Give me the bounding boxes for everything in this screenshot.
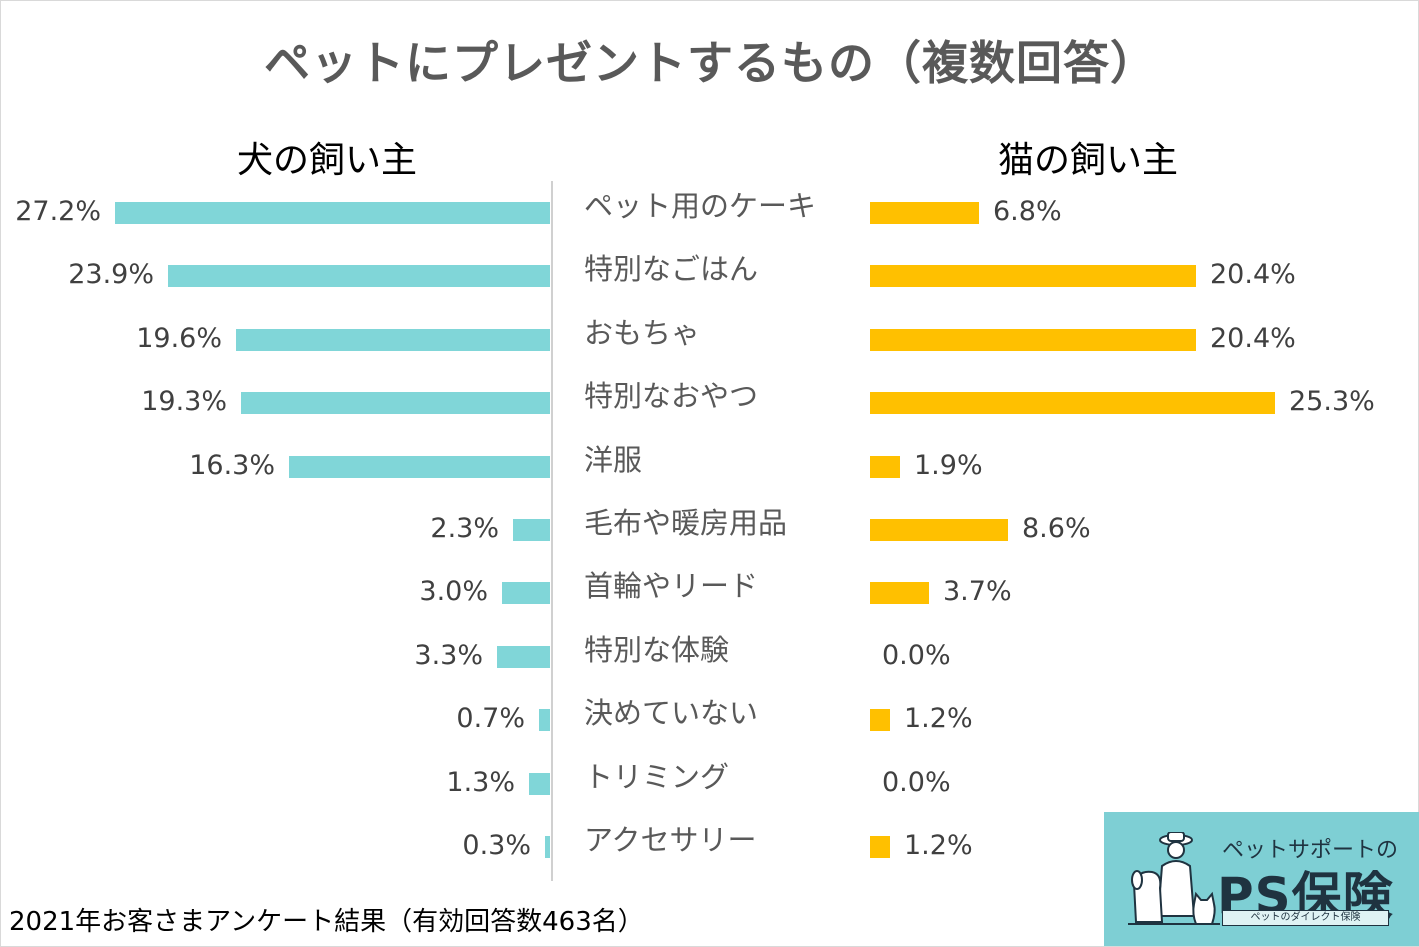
cat-bar — [870, 456, 900, 478]
dog-bar — [539, 709, 550, 731]
dog-value-label: 3.0% — [419, 576, 488, 607]
cat-bar — [870, 392, 1275, 414]
category-label: おもちゃ — [584, 316, 701, 350]
category-label: 特別な体験 — [584, 633, 730, 667]
dog-value-label: 19.3% — [141, 386, 227, 417]
legend-cat-owners: 猫の飼い主 — [998, 140, 1179, 181]
dog-value-label: 16.3% — [189, 450, 275, 481]
category-label: 首輪やリード — [584, 569, 759, 603]
dog-bar — [529, 773, 550, 795]
cat-bar — [870, 836, 890, 858]
dog-value-label: 27.2% — [15, 196, 101, 227]
survey-footnote: 2021年お客さまアンケート結果（有効回答数463名） — [9, 907, 644, 937]
center-axis-line — [551, 181, 553, 881]
dog-bar — [502, 582, 550, 604]
dog-bar — [513, 519, 550, 541]
category-label: 洋服 — [584, 443, 643, 477]
logo-subtitle: ペットサポートの — [1222, 838, 1399, 863]
cat-value-label: 0.0% — [882, 767, 951, 798]
category-label: 特別なごはん — [584, 252, 759, 286]
dog-bar — [115, 202, 550, 224]
dog-bar — [497, 646, 550, 668]
category-label: 特別なおやつ — [584, 379, 759, 413]
dog-value-label: 3.3% — [414, 640, 483, 671]
category-label: アクセサリー — [584, 823, 757, 857]
cat-bar — [870, 329, 1196, 351]
category-label: トリミング — [584, 760, 730, 794]
legend-dog-owners: 犬の飼い主 — [237, 140, 418, 181]
dog-bar — [241, 392, 550, 414]
category-label: ペット用のケーキ — [584, 189, 817, 223]
cat-bar — [870, 582, 929, 604]
ps-insurance-logo: ペットサポートの PS保険 ペットのダイレクト保険 — [1104, 812, 1419, 946]
dog-value-label: 2.3% — [430, 513, 499, 544]
cat-value-label: 25.3% — [1289, 386, 1375, 417]
dog-value-label: 19.6% — [136, 323, 222, 354]
cat-value-label: 1.2% — [904, 830, 973, 861]
cat-value-label: 6.8% — [993, 196, 1062, 227]
cat-bar — [870, 265, 1196, 287]
cat-value-label: 1.2% — [904, 703, 973, 734]
dog-bar — [289, 456, 550, 478]
cat-value-label: 0.0% — [882, 640, 951, 671]
logo-tagline: ペットのダイレクト保険 — [1222, 910, 1389, 926]
dog-bar — [545, 836, 550, 858]
cat-bar — [870, 709, 890, 731]
dog-value-label: 0.7% — [456, 703, 525, 734]
cat-bar — [870, 519, 1008, 541]
dog-value-label: 23.9% — [68, 259, 154, 290]
dog-bar — [236, 329, 550, 351]
cat-value-label: 3.7% — [943, 576, 1012, 607]
dog-value-label: 1.3% — [446, 767, 515, 798]
pet-owner-illustration-icon — [1128, 832, 1220, 925]
dog-bar — [168, 265, 550, 287]
cat-value-label: 20.4% — [1210, 259, 1296, 290]
chart-title: ペットにプレゼントするもの（複数回答） — [264, 36, 1157, 90]
category-label: 毛布や暖房用品 — [584, 506, 788, 540]
dog-value-label: 0.3% — [462, 830, 531, 861]
cat-value-label: 20.4% — [1210, 323, 1296, 354]
category-label: 決めていない — [584, 696, 759, 730]
cat-value-label: 8.6% — [1022, 513, 1091, 544]
cat-value-label: 1.9% — [914, 450, 983, 481]
cat-bar — [870, 202, 979, 224]
